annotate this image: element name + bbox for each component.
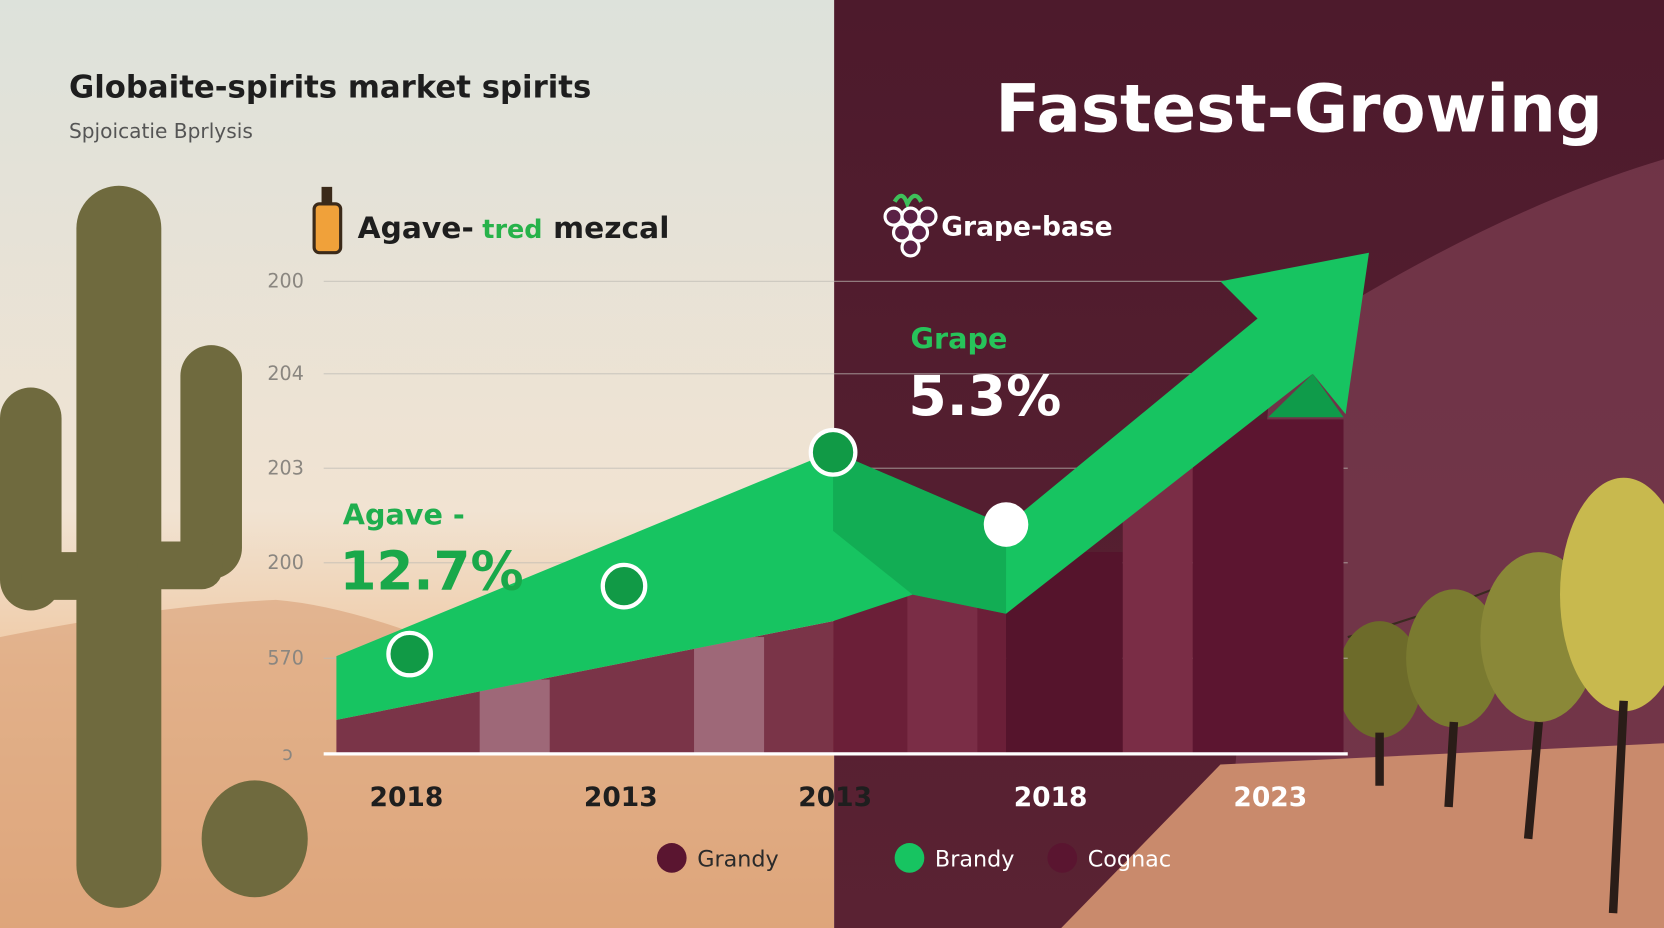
legend-label: Grandy — [697, 846, 779, 872]
left-label-part: mezcal — [553, 211, 669, 246]
x-label: 2018 — [1014, 782, 1088, 813]
cactus — [0, 185, 308, 908]
points — [386, 427, 1029, 678]
x-axis: 2018 2013 2013 2018 2023 — [370, 782, 1308, 813]
x-label: 2013 — [584, 782, 658, 813]
y-label: 570 — [267, 647, 303, 670]
agave-label: Agave - — [343, 498, 465, 532]
grape-value: 5.3% — [908, 365, 1061, 429]
right-label: Grape-base — [941, 212, 1112, 243]
band-shade — [833, 451, 1007, 614]
bottle-icon — [312, 186, 343, 255]
legend-label: Cognac — [1088, 846, 1171, 872]
legend-swatch — [1047, 843, 1078, 873]
y-label: 203 — [267, 457, 303, 480]
x-label: 2013 — [798, 782, 872, 813]
left-label-part: Agave- — [358, 211, 474, 246]
left-label-part: tred — [482, 215, 542, 245]
x-label: 2023 — [1233, 782, 1307, 813]
vineyard-ground — [1061, 743, 1664, 928]
subtitle: Spjoicatie Bprlysis — [69, 119, 253, 143]
legend-swatch — [656, 843, 687, 873]
y-axis: 200 204 203 200 570 ɔ — [267, 270, 303, 766]
title: Globaite-spirits market spirits — [69, 70, 591, 106]
y-label: 204 — [267, 362, 303, 385]
vines — [1337, 477, 1664, 914]
legend: Grandy Brandy Cognac — [656, 843, 1171, 873]
grape-icon — [883, 193, 938, 258]
agave-value: 12.7% — [340, 540, 524, 602]
arrow-shade — [1268, 373, 1344, 418]
headline: Fastest-Growing — [995, 71, 1602, 148]
x-label: 2018 — [370, 782, 444, 813]
left-label: Agave-tred mezcal — [358, 211, 670, 246]
grape-label: Grape — [911, 321, 1008, 355]
y-label: ɔ — [282, 742, 292, 765]
legend-swatch — [894, 843, 925, 873]
legend-label: Brandy — [935, 846, 1015, 872]
y-label: 200 — [267, 270, 303, 293]
y-label: 200 — [267, 551, 303, 574]
bars — [336, 419, 1344, 754]
